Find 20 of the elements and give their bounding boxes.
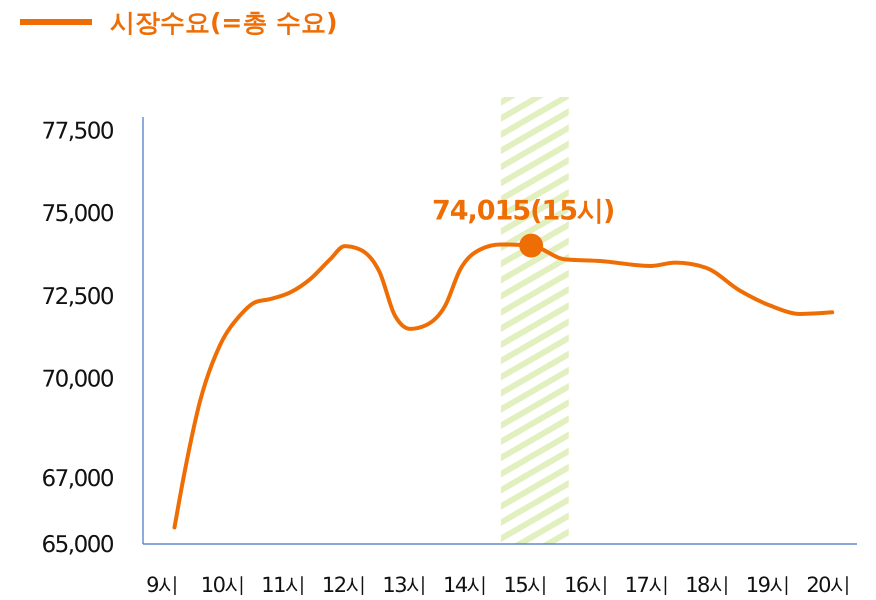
- x-tick-label: 9시: [146, 573, 178, 597]
- y-tick-label: 67,000: [42, 466, 114, 492]
- x-tick-label: 16시: [564, 573, 608, 597]
- x-tick-label: 19시: [746, 573, 789, 597]
- x-tick-label: 14시: [442, 573, 486, 597]
- annotation: 74,015(15시): [432, 196, 614, 227]
- y-tick-label: 77,500: [42, 118, 114, 144]
- x-tick-label: 17시: [624, 573, 668, 597]
- x-tick-label: 13시: [382, 573, 426, 597]
- y-tick-label: 65,000: [42, 532, 114, 558]
- x-tick-label: 15시: [504, 573, 547, 597]
- x-tick-label: 18시: [685, 573, 728, 597]
- y-tick-label: 75,000: [42, 201, 114, 228]
- y-tick-label: 70,000: [42, 366, 114, 393]
- x-tick-label: 11시: [261, 573, 305, 597]
- x-tick-label: 10시: [200, 573, 244, 597]
- y-tick-label: 72,500: [42, 284, 114, 310]
- x-tick-label: 20시: [806, 573, 850, 597]
- x-tick-label: 12시: [322, 573, 366, 597]
- legend-label: 시장수요(=총 수요): [110, 8, 338, 37]
